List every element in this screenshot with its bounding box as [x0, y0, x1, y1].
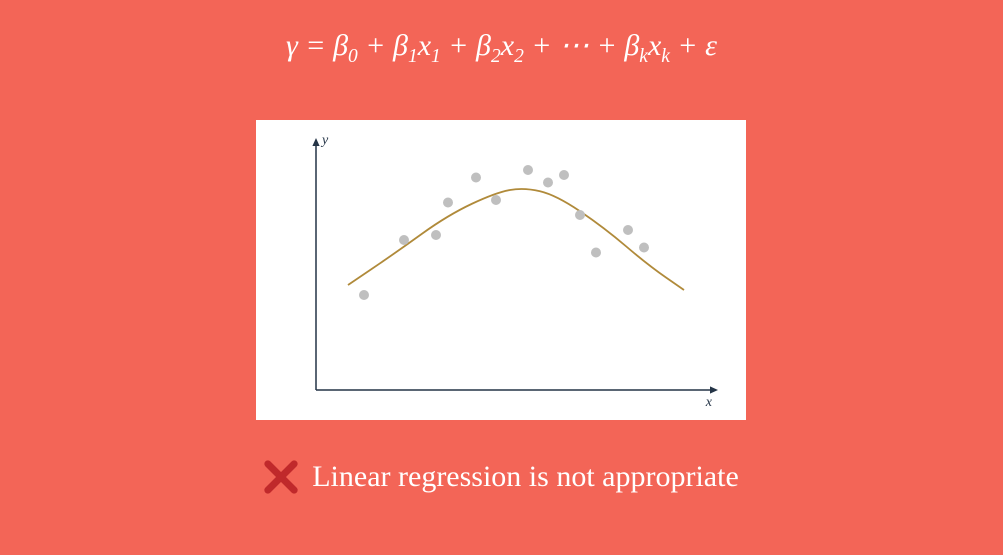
eq-b2-sub: 2: [491, 46, 501, 67]
data-point: [359, 290, 369, 300]
x-axis-label: x: [705, 395, 713, 410]
eq-y: γ: [286, 29, 298, 62]
data-point: [443, 198, 453, 208]
data-point: [591, 248, 601, 258]
chart-panel: yx: [256, 120, 746, 420]
data-point: [623, 225, 633, 235]
eq-xk: x: [648, 29, 661, 62]
y-axis-label: y: [320, 133, 329, 148]
eq-plus3: +: [677, 29, 705, 62]
data-point: [523, 165, 533, 175]
caption-row: Linear regression is not appropriate: [0, 460, 1003, 499]
data-point: [399, 235, 409, 245]
data-point: [543, 178, 553, 188]
eq-eps: ε: [705, 29, 717, 62]
eq-xk-sub: k: [661, 46, 670, 67]
eq-bk-sub: k: [639, 46, 648, 67]
eq-b0: β: [333, 29, 348, 62]
eq-bk: β: [624, 29, 639, 62]
fitted-curve: [348, 189, 684, 290]
eq-x2: x: [501, 29, 514, 62]
eq-dots: + ⋯ +: [531, 29, 624, 62]
eq-x2-sub: 2: [514, 46, 524, 67]
eq-plus2: +: [448, 29, 476, 62]
x-cross-icon: [264, 460, 298, 494]
eq-b1: β: [393, 29, 408, 62]
eq-plus1: +: [365, 29, 393, 62]
caption-text: Linear regression is not appropriate: [312, 460, 739, 494]
eq-b0-sub: 0: [348, 46, 358, 67]
data-point: [471, 173, 481, 183]
data-point: [491, 195, 501, 205]
data-point: [575, 210, 585, 220]
data-point: [559, 170, 569, 180]
slide: γ = β0 + β1x1 + β2x2 + ⋯ + βkxk + ε yx L…: [0, 0, 1003, 555]
eq-x1: x: [418, 29, 431, 62]
eq-b2: β: [476, 29, 491, 62]
data-point: [431, 230, 441, 240]
scatter-chart: yx: [256, 120, 746, 420]
regression-equation: γ = β0 + β1x1 + β2x2 + ⋯ + βkxk + ε: [0, 28, 1003, 68]
data-point: [639, 243, 649, 253]
eq-x1-sub: 1: [431, 46, 441, 67]
eq-b1-sub: 1: [408, 46, 418, 67]
eq-equals: =: [305, 29, 333, 62]
